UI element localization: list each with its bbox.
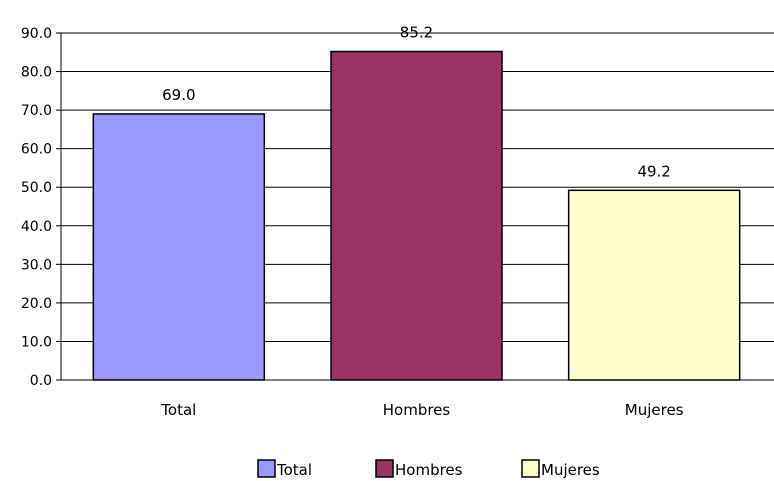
data-labels: 69.0 85.2 49.2 — [162, 24, 671, 181]
y-tick-label: 20.0 — [21, 296, 52, 312]
bar-hombres — [330, 50, 503, 381]
x-category-label: Total — [160, 401, 196, 419]
legend-label: Total — [276, 461, 312, 479]
y-tick-label: 70.0 — [21, 103, 52, 119]
y-tick-label: 50.0 — [21, 180, 52, 196]
data-label: 49.2 — [637, 162, 670, 180]
bar-mujeres — [567, 189, 741, 381]
legend-label: Mujeres — [541, 461, 600, 479]
x-category-label: Mujeres — [625, 401, 684, 419]
bar-total — [92, 113, 266, 381]
x-axis-labels: Total Hombres Mujeres — [160, 401, 683, 419]
y-tick-label: 80.0 — [21, 65, 52, 81]
x-category-label: Hombres — [383, 401, 451, 419]
y-tick-label: 40.0 — [21, 219, 52, 235]
axes — [60, 33, 774, 381]
y-tick-label: 90.0 — [21, 26, 52, 42]
y-tick-label: 10.0 — [21, 334, 52, 350]
y-axis-ticks: 0.0 10.0 20.0 30.0 40.0 50.0 60.0 70.0 80.0 90.0 — [21, 26, 61, 389]
data-label: 69.0 — [162, 86, 195, 104]
legend-swatch-total — [257, 459, 276, 478]
legend-label: Hombres — [395, 461, 463, 479]
y-tick-label: 30.0 — [21, 257, 52, 273]
y-tick-label: 60.0 — [21, 142, 52, 158]
legend-swatch-mujeres — [521, 459, 540, 478]
data-label: 85.2 — [400, 24, 433, 42]
y-tick-label: 0.0 — [30, 373, 52, 389]
bars — [92, 50, 741, 381]
legend-swatch-hombres — [375, 459, 394, 478]
legend: Total Hombres Mujeres — [257, 459, 600, 479]
